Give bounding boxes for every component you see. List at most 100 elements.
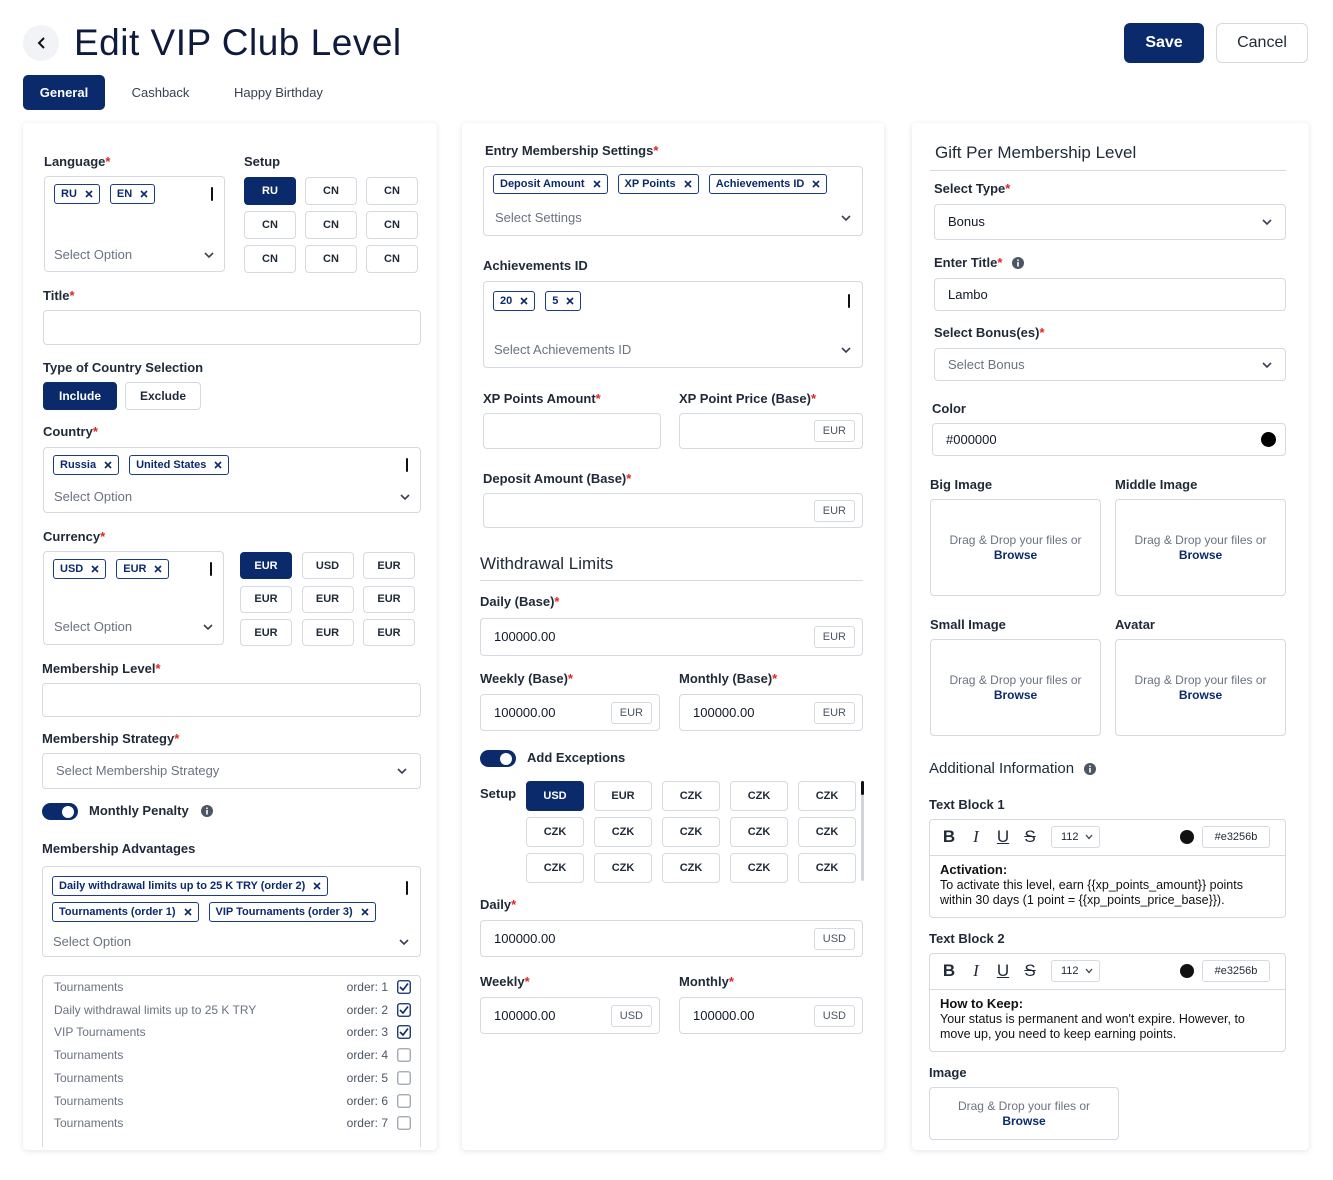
dropzone-link[interactable]: Browse [993, 687, 1038, 702]
chip-remove[interactable] [684, 180, 692, 188]
tab[interactable]: Cashback [131, 85, 190, 100]
chip-remove[interactable] [812, 180, 820, 188]
option-button[interactable]: CZK [730, 817, 788, 847]
dropzone-link[interactable]: Browse [1178, 687, 1223, 702]
chip-remove[interactable] [91, 565, 99, 573]
chip[interactable]: Achievements ID [708, 174, 828, 194]
chip[interactable]: 5 [545, 291, 582, 311]
option-button[interactable]: CZK [730, 853, 788, 883]
option-button[interactable]: RU [244, 177, 296, 205]
option-button[interactable]: CN [305, 245, 357, 273]
text-input[interactable]: EUR [679, 413, 863, 449]
chip-remove[interactable] [183, 908, 192, 916]
toolbar-button[interactable]: I [973, 827, 979, 846]
font-size-select[interactable]: 112 [1051, 826, 1100, 848]
text-input[interactable]: 100000.00 EUR [480, 618, 863, 656]
select[interactable]: Bonus [934, 204, 1286, 240]
option-button[interactable]: CN [305, 177, 357, 205]
chip-remove[interactable] [140, 190, 148, 198]
chip-remove[interactable] [214, 461, 222, 469]
toolbar-button[interactable]: S [1024, 961, 1036, 980]
multi-select[interactable] [42, 866, 421, 957]
multi-select[interactable] [43, 551, 224, 645]
option-button[interactable]: CN [366, 245, 418, 273]
chip[interactable]: United States [129, 455, 230, 475]
chip[interactable]: Tournaments (order 1) [52, 902, 199, 922]
checkbox[interactable] [397, 1002, 411, 1017]
option-button[interactable]: CN [366, 211, 418, 239]
text-color-value[interactable]: #e3256b [1202, 960, 1270, 982]
multi-select[interactable] [483, 281, 863, 368]
chip[interactable]: Deposit Amount [493, 174, 608, 194]
text-input[interactable] [42, 683, 421, 717]
toolbar-button[interactable]: U [996, 961, 1010, 980]
toolbar-button[interactable]: U [996, 827, 1010, 846]
save-button[interactable]: Save [1124, 23, 1204, 63]
chip[interactable]: XP Points [617, 174, 699, 194]
option-button[interactable]: CZK [798, 817, 856, 847]
chip[interactable]: USD [53, 559, 107, 579]
chip[interactable]: EUR [116, 559, 170, 579]
option-button[interactable]: EUR [301, 585, 354, 613]
checkbox[interactable] [397, 1048, 411, 1062]
back-button[interactable] [23, 25, 59, 61]
option-button[interactable]: CZK [798, 781, 856, 811]
dropzone-link[interactable]: Browse [1002, 1113, 1046, 1128]
text-input[interactable]: 100000.00 USD [679, 997, 863, 1034]
dropzone[interactable]: Drag & Drop your files or Browse [929, 1087, 1119, 1140]
option-button[interactable]: EUR [363, 552, 415, 579]
option-button[interactable]: EUR [594, 781, 652, 811]
toolbar-button[interactable]: I [973, 961, 979, 980]
option-button[interactable]: EUR [240, 619, 292, 646]
tab[interactable]: General [23, 75, 105, 110]
multi-select[interactable] [43, 447, 421, 513]
chip-remove[interactable] [154, 565, 163, 573]
option-button[interactable]: CN [244, 211, 296, 239]
dropzone[interactable]: Drag & Drop your files or Browse [930, 499, 1101, 596]
text-input[interactable] [483, 413, 661, 449]
dropzone[interactable]: Drag & Drop your files or Browse [1115, 499, 1286, 596]
text-input[interactable]: 100000.00 USD [480, 920, 863, 957]
option-button[interactable]: CN [366, 177, 418, 205]
text-input[interactable]: 100000.00 EUR [480, 694, 660, 731]
toggle[interactable] [480, 750, 516, 767]
option-button[interactable]: EUR [301, 619, 354, 646]
select[interactable]: Select Bonus [934, 348, 1286, 381]
text-input[interactable]: 100000.00 EUR [679, 694, 863, 731]
option-button[interactable]: CZK [662, 817, 720, 847]
option-button[interactable]: CN [244, 245, 296, 273]
checkbox[interactable] [397, 1025, 411, 1040]
chip[interactable]: 20 [493, 291, 536, 311]
chip[interactable]: Russia [53, 455, 120, 475]
dropzone-link[interactable]: Browse [993, 547, 1038, 562]
option-button[interactable]: CZK [662, 781, 720, 811]
chip-remove[interactable] [313, 882, 321, 890]
multi-select[interactable] [44, 176, 225, 272]
option-button[interactable]: CZK [526, 853, 584, 883]
checkbox[interactable] [397, 1093, 411, 1108]
checkbox[interactable] [397, 980, 411, 994]
chip-remove[interactable] [361, 908, 369, 916]
option-button[interactable]: CZK [594, 853, 652, 883]
option-button[interactable]: EUR [363, 619, 415, 646]
toggle[interactable] [42, 803, 78, 820]
chip-remove[interactable] [85, 190, 93, 198]
option-button[interactable]: CZK [730, 781, 788, 811]
chip[interactable]: RU [54, 184, 100, 204]
chip-remove[interactable] [566, 297, 574, 305]
option-button[interactable]: Exclude [125, 382, 201, 410]
option-button[interactable]: EUR [363, 585, 415, 613]
text-input[interactable]: EUR [483, 493, 863, 528]
text-input[interactable]: Lambo [934, 278, 1286, 311]
toolbar-button[interactable]: B [942, 961, 956, 980]
option-button[interactable]: CZK [662, 853, 720, 883]
chip[interactable]: Daily withdrawal limits up to 25 K TRY (… [52, 876, 329, 896]
option-button[interactable]: EUR [240, 585, 292, 613]
dropzone[interactable]: Drag & Drop your files or Browse [1115, 639, 1286, 736]
dropzone[interactable]: Drag & Drop your files or Browse [930, 639, 1101, 736]
option-button[interactable]: CZK [798, 853, 856, 883]
option-button[interactable]: USD [526, 781, 584, 811]
chip[interactable]: EN [109, 184, 156, 204]
select[interactable]: Select Membership Strategy [42, 753, 421, 789]
option-button[interactable]: CN [305, 211, 357, 239]
